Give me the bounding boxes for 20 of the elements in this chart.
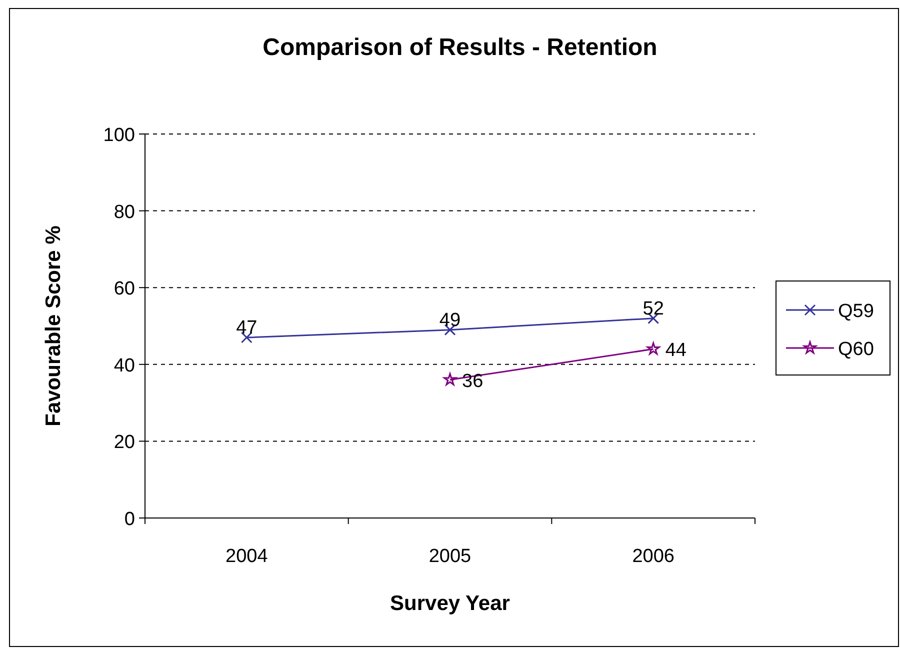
x-tick-label: 2005	[428, 546, 472, 567]
y-tick-label: 60	[114, 278, 135, 300]
data-label: 36	[462, 370, 484, 392]
y-tick-label: 20	[114, 432, 135, 454]
data-label: 49	[439, 310, 461, 331]
y-tick-label: 100	[103, 125, 135, 146]
y-tick-label: 80	[114, 202, 135, 223]
x-axis-title: Survey Year	[390, 592, 510, 615]
y-tick-label: 0	[124, 509, 135, 530]
point	[646, 342, 660, 355]
x-tick-label: 2006	[632, 546, 674, 567]
legend-label: Q60	[838, 339, 874, 360]
legend-label: Q59	[838, 301, 874, 322]
y-axis-title: Favourable Score %	[42, 225, 65, 426]
data-label: 52	[642, 298, 664, 320]
x-tick-label: 2004	[226, 546, 268, 567]
chart-title: Comparison of Results - Retention	[262, 34, 658, 61]
data-label: 44	[665, 340, 687, 362]
y-tick-label: 40	[114, 355, 135, 376]
data-label: 47	[236, 318, 258, 339]
